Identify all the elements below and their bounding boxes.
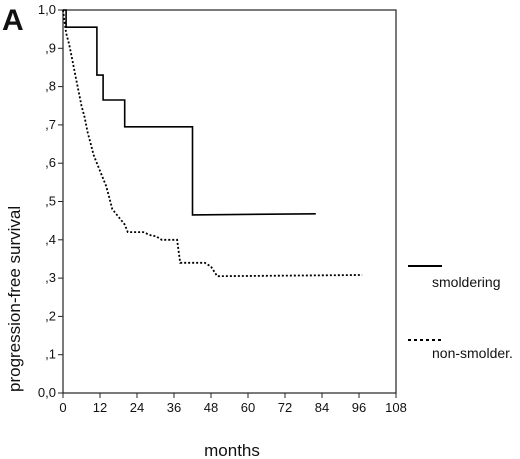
y-tick-label: ,7 xyxy=(45,117,56,132)
series-layer xyxy=(62,9,363,278)
x-tick-label: 48 xyxy=(204,400,218,415)
y-tick-label: ,8 xyxy=(45,79,56,94)
y-tick-label: ,3 xyxy=(45,270,56,285)
legend-label-smoldering: smoldering xyxy=(432,274,500,290)
y-tick-label: 1,0 xyxy=(38,2,56,17)
plot-area xyxy=(62,9,397,394)
y-tick-label: ,4 xyxy=(45,232,56,247)
y-tick-label: ,9 xyxy=(45,40,56,55)
x-tick-label: 84 xyxy=(315,400,329,415)
x-tick-label: 0 xyxy=(59,400,66,415)
series-line-smoldering xyxy=(63,9,316,216)
y-tick-label: ,5 xyxy=(45,194,56,209)
x-tick-label: 108 xyxy=(385,400,407,415)
x-tick-label: 12 xyxy=(93,400,107,415)
panel-label: A xyxy=(2,4,24,37)
legend-label-non-smolder: non-smolder. xyxy=(432,345,513,361)
series-line-non-smolder xyxy=(62,9,363,278)
y-tick-label: ,2 xyxy=(45,308,56,323)
x-axis-ticks: 0 12 24 36 48 60 72 84 96 108 xyxy=(59,393,407,415)
x-tick-label: 72 xyxy=(278,400,292,415)
x-tick-label: 60 xyxy=(241,400,255,415)
legend: smoldering non-smolder. xyxy=(408,265,513,361)
x-tick-label: 24 xyxy=(130,400,144,415)
y-axis-label: progression-free survival xyxy=(5,206,24,392)
x-axis-label: months xyxy=(204,441,260,459)
x-tick-label: 36 xyxy=(167,400,181,415)
y-tick-label: ,6 xyxy=(45,155,56,170)
y-tick-label: ,1 xyxy=(45,347,56,362)
y-tick-label: 0,0 xyxy=(38,385,56,400)
y-axis-ticks: 0,0 ,1 ,2 ,3 ,4 ,5 ,6 ,7 ,8 ,9 1,0 xyxy=(38,2,63,400)
x-tick-label: 96 xyxy=(352,400,366,415)
